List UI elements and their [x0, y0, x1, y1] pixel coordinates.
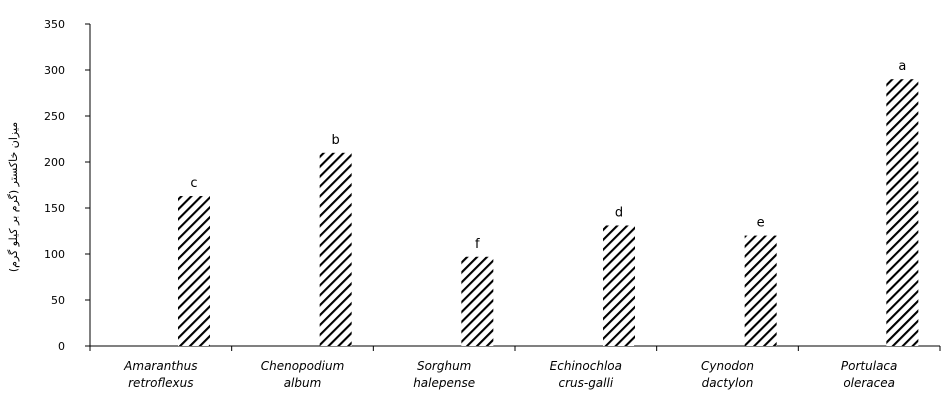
category-label: oleracea: [843, 376, 895, 390]
bar: [461, 256, 494, 346]
y-axis: 0 50 100 150 200 250 300 350: [44, 18, 91, 353]
data-label: c: [190, 176, 197, 191]
bar: [319, 152, 352, 346]
category-label: dactylon: [702, 376, 754, 390]
category-labels: Amaranthus retroflexus Chenopodium album Sor…: [123, 359, 897, 390]
y-tick-label: 250: [44, 110, 65, 123]
y-tick-label: 100: [44, 248, 65, 261]
category-label: Sorghum: [417, 359, 471, 373]
y-tick-label: 200: [44, 156, 65, 169]
category-label: crus-galli: [558, 376, 613, 390]
category-label: Echinochloa: [550, 359, 622, 373]
category-label: Chenopodium: [261, 359, 345, 373]
y-tick-label: 300: [44, 64, 65, 77]
data-label: d: [615, 205, 623, 220]
y-tick-label: 0: [58, 340, 65, 353]
data-label: a: [898, 59, 906, 74]
bars: c b f d e a: [178, 59, 919, 346]
data-label: e: [757, 216, 765, 231]
bar: [886, 79, 919, 346]
bar: [744, 235, 777, 346]
category-label: Cynodon: [701, 359, 754, 373]
bar: [178, 196, 210, 346]
bar: [603, 225, 635, 346]
data-label: f: [475, 237, 480, 252]
y-tick-label: 150: [44, 202, 65, 215]
y-tick-label: 50: [51, 294, 65, 307]
category-label: album: [284, 376, 322, 390]
category-label: retroflexus: [128, 376, 193, 390]
category-label: Amaranthus: [123, 359, 197, 373]
x-axis: [89, 345, 941, 351]
category-label: halepense: [413, 376, 475, 390]
data-label: b: [332, 133, 340, 148]
y-axis-title: میزان خاکستر (گرم بر کیلو گرم): [7, 122, 20, 272]
category-label: Portulaca: [841, 359, 897, 373]
y-tick-label: 350: [44, 18, 65, 31]
